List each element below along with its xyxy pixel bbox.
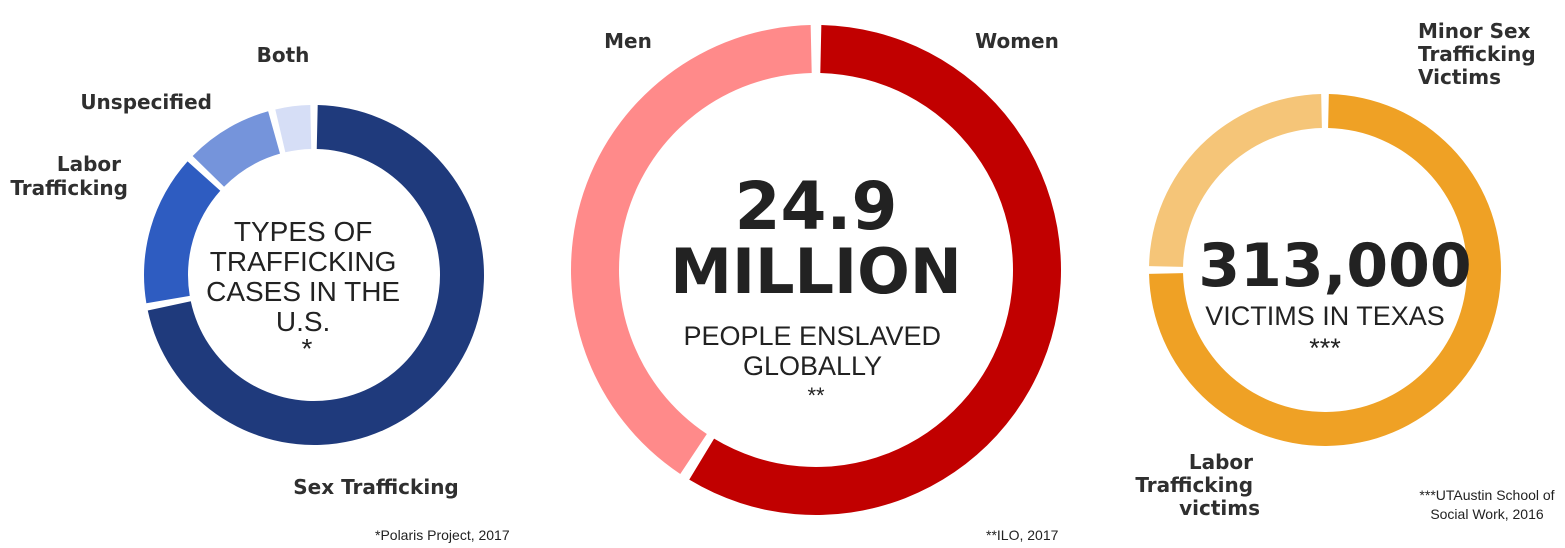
donut-2-big-unit: MILLION (670, 235, 961, 308)
donut-slice-minor-sex-trafficking-victims (1149, 94, 1322, 267)
slice-label-men: Men (604, 29, 652, 53)
donut-1-center-title: TYPES OF TRAFFICKING CASES IN THE U.S. * (206, 216, 408, 364)
donut-slice-men (570, 25, 812, 474)
slice-label-women: Women (975, 29, 1059, 53)
slice-label-labor-trafficking-victims: Labor Trafficking victims (1135, 450, 1260, 520)
donut-2-subtitle: PEOPLE ENSLAVED GLOBALLY ** (683, 321, 948, 408)
slice-label-both: Both (257, 43, 310, 67)
donut-slice-women (689, 25, 1061, 516)
slice-label-minor-sex-trafficking: Minor Sex Trafficking Victims (1418, 19, 1543, 89)
source-note-utaustin: ***UTAustin School of Social Work, 2016 (1419, 487, 1555, 522)
donut-slice-both (275, 105, 312, 153)
slice-label-labor-trafficking: Labor Trafficking (10, 152, 128, 200)
trafficking-types-donut (144, 105, 484, 445)
enslaved-gender-donut (570, 25, 1061, 516)
texas-victims-donut (1149, 94, 1501, 447)
donut-slice-unspecified (192, 111, 281, 187)
donut-slice-labor-trafficking (144, 161, 221, 304)
source-note-polaris: *Polaris Project, 2017 (375, 527, 510, 543)
source-note-ilo: **ILO, 2017 (986, 527, 1059, 543)
donut-3-big-number: 313,000 (1198, 231, 1471, 301)
donut-3-subtitle: VICTIMS IN TEXAS (1205, 301, 1445, 331)
slice-label-sex-trafficking: Sex Trafficking (293, 475, 459, 499)
slice-label-unspecified: Unspecified (80, 90, 212, 114)
donut-3-footnote-marker: *** (1309, 333, 1341, 363)
donut-2-big-number: 24.9 (735, 168, 898, 245)
